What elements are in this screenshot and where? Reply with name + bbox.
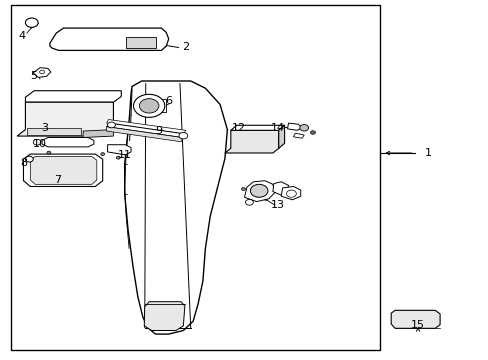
Circle shape [107,122,115,128]
Polygon shape [25,91,121,102]
Circle shape [310,131,315,134]
Circle shape [40,70,44,74]
Polygon shape [106,123,184,138]
Text: 7: 7 [54,175,61,185]
Polygon shape [390,310,439,328]
Circle shape [133,94,164,117]
Bar [27,128,81,135]
Text: 10: 10 [33,139,47,149]
Polygon shape [230,125,284,130]
Polygon shape [33,68,51,77]
Text: 12: 12 [231,123,245,133]
Polygon shape [224,130,278,153]
Polygon shape [17,102,113,136]
Circle shape [116,156,120,159]
Circle shape [139,99,159,113]
Circle shape [101,153,104,156]
Circle shape [25,156,33,162]
Polygon shape [30,157,97,184]
Polygon shape [281,186,300,200]
Text: 3: 3 [41,123,48,133]
Circle shape [245,199,253,205]
Text: 4: 4 [19,31,25,41]
Bar [11,5,379,350]
Polygon shape [287,123,302,130]
Text: 9: 9 [155,126,162,136]
Polygon shape [106,120,185,134]
Polygon shape [50,28,168,50]
Text: 8: 8 [20,158,27,168]
Polygon shape [106,127,182,142]
Polygon shape [124,81,227,334]
Polygon shape [23,154,102,186]
Circle shape [299,125,308,131]
Circle shape [250,184,267,197]
Circle shape [47,151,51,154]
Text: 2: 2 [182,42,189,52]
Circle shape [179,132,187,139]
Circle shape [241,188,245,190]
Text: 11: 11 [118,150,131,160]
Polygon shape [83,130,113,138]
Bar [137,99,166,112]
Text: 15: 15 [410,320,424,330]
Text: 5: 5 [30,71,37,81]
Text: 1: 1 [424,148,430,158]
Circle shape [286,190,296,197]
Polygon shape [244,181,274,202]
Polygon shape [42,138,94,147]
Polygon shape [107,145,131,155]
Polygon shape [278,125,284,148]
Text: 14: 14 [270,123,284,133]
Polygon shape [272,182,288,195]
Circle shape [25,18,38,27]
Text: 6: 6 [165,96,172,106]
Bar [126,37,155,48]
Polygon shape [144,302,184,330]
Polygon shape [293,133,304,138]
Circle shape [33,139,41,145]
Text: 13: 13 [270,200,284,210]
